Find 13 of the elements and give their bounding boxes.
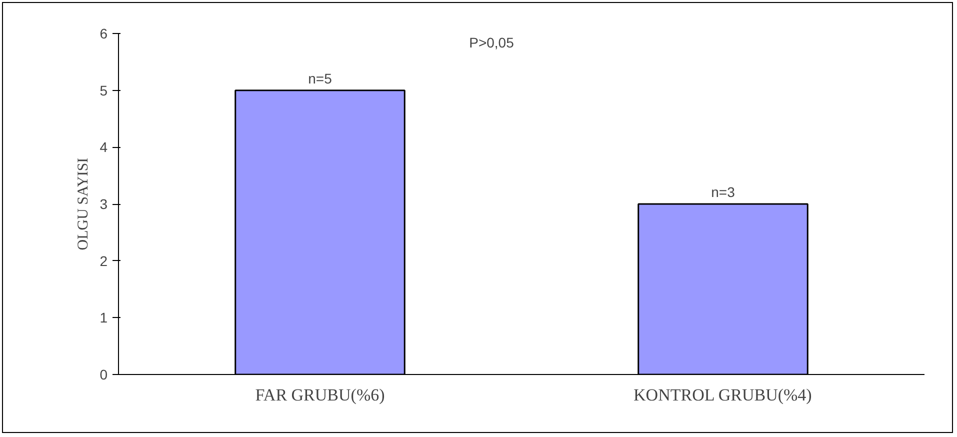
y-tick-label: 6 [100,26,108,42]
x-tick-label: FAR GRUBU(%6) [255,386,385,404]
y-tick-label: 4 [100,139,108,156]
annotation: P>0,05 [469,34,514,51]
y-axis-title: OLGU SAYISI [76,158,92,250]
data-label: n=3 [711,184,736,200]
y-tick-label: 2 [100,252,108,269]
y-tick-label: 1 [100,310,108,326]
data-label: n=5 [308,70,332,86]
y-tick-label: 3 [100,196,108,212]
y-tick-label: 0 [100,366,108,382]
y-tick-label: 5 [100,82,108,98]
x-tick-label: KONTROL GRUBU(%4) [634,386,812,404]
